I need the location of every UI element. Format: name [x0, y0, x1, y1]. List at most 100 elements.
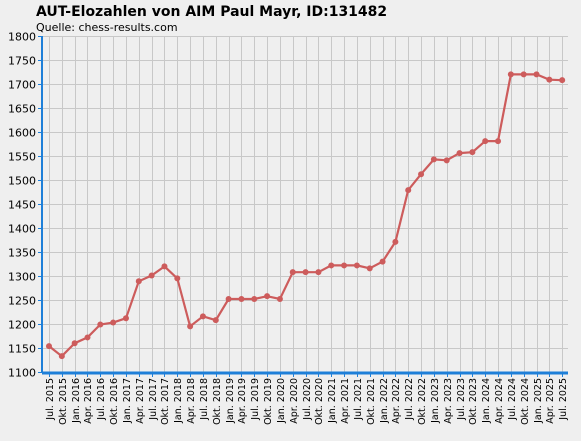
y-axis: 1100 1150 1200 1250 1300 1350 1400 1450 1500 1550… [8, 31, 43, 380]
data-point [392, 238, 399, 245]
data-point [58, 353, 65, 360]
data-point [546, 76, 553, 83]
data-point [135, 278, 142, 285]
x-tick-label: Okt. 2024 [520, 378, 531, 425]
x-tick-label: Okt. 2023 [468, 378, 479, 425]
x-tick-label: Jan. 2017 [122, 378, 133, 424]
data-point [276, 296, 283, 303]
x-tick-label: Jul. 2024 [507, 378, 518, 421]
data-point [148, 272, 155, 279]
data-point [302, 269, 309, 276]
data-point [495, 138, 502, 145]
data-point [110, 319, 117, 326]
data-point [212, 317, 219, 324]
x-tick-label: Jul. 2015 [45, 378, 56, 421]
data-point [418, 171, 425, 178]
y-tick-label: 1300 [8, 271, 36, 284]
elo-series [46, 71, 566, 360]
data-point [353, 262, 360, 269]
data-point [238, 296, 245, 303]
data-point [251, 296, 258, 303]
x-tick-label: Okt. 2018 [212, 378, 223, 425]
x-tick-label: Jan. 2021 [327, 378, 338, 424]
data-point [97, 321, 104, 328]
y-tick-label: 1700 [8, 79, 36, 92]
x-tick-label: Apr. 2020 [289, 378, 300, 424]
data-point [482, 138, 489, 145]
data-point [46, 343, 52, 350]
x-tick-label: Okt. 2022 [417, 378, 428, 425]
x-tick-label: Apr. 2017 [135, 378, 146, 424]
x-tick-label: Okt. 2016 [109, 378, 120, 425]
x-tick-label: Jan. 2023 [430, 378, 441, 424]
y-tick-label: 1750 [8, 55, 36, 68]
data-point [161, 263, 168, 270]
y-tick-label: 1350 [8, 247, 36, 260]
x-tick-label: Apr. 2025 [545, 378, 556, 424]
data-point [315, 269, 322, 276]
data-point [520, 71, 527, 78]
y-tick-label: 1400 [8, 223, 36, 236]
y-tick-label: 1100 [8, 367, 36, 380]
y-tick-label: 1150 [8, 343, 36, 356]
y-tick-label: 1800 [8, 31, 36, 44]
x-tick-label: Apr. 2018 [186, 378, 197, 424]
chart-title: AUT-Elozahlen von AIM Paul Mayr, ID:1314… [36, 4, 387, 20]
data-point [559, 77, 566, 84]
data-point [289, 269, 296, 276]
data-point [456, 150, 463, 157]
data-point [507, 71, 514, 78]
x-tick-label: Apr. 2016 [83, 378, 94, 424]
x-tick-label: Jul. 2019 [250, 378, 261, 421]
x-tick-label: Jan. 2025 [533, 378, 544, 424]
x-tick-label: Jan. 2024 [481, 378, 492, 424]
chart-subtitle: Quelle: chess-results.com [36, 21, 178, 34]
y-tick-label: 1650 [8, 103, 36, 116]
data-point [187, 323, 194, 330]
x-tick-label: Jan. 2020 [276, 378, 287, 424]
x-tick-label: Okt. 2017 [160, 378, 171, 425]
x-tick-label: Jul. 2021 [353, 378, 364, 421]
x-tick-label: Jul. 2023 [456, 378, 467, 421]
data-point [405, 187, 412, 194]
x-tick-label: Okt. 2015 [58, 378, 69, 425]
x-axis: Jul. 2015 Okt. 2015 Jan. 2016 Apr. 2016 Jul.… [42, 371, 569, 425]
data-point [264, 293, 271, 300]
x-tick-label: Jul. 2018 [199, 378, 210, 421]
data-point [84, 334, 91, 341]
data-point [328, 262, 335, 269]
x-tick-label: Apr. 2023 [443, 378, 454, 424]
data-point [366, 265, 373, 272]
y-tick-label: 1450 [8, 199, 36, 212]
data-point [122, 315, 129, 322]
x-tick-label: Jul. 2025 [558, 378, 569, 421]
x-tick-label: Jan. 2019 [225, 378, 236, 424]
y-tick-label: 1250 [8, 295, 36, 308]
data-point [443, 157, 450, 164]
y-tick-label: 1600 [8, 127, 36, 140]
y-tick-label: 1200 [8, 319, 36, 332]
x-tick-label: Jan. 2022 [379, 378, 390, 424]
data-point [225, 296, 232, 303]
y-tick-label: 1500 [8, 175, 36, 188]
x-tick-label: Jul. 2020 [302, 378, 313, 421]
x-tick-label: Jan. 2018 [173, 378, 184, 424]
data-point [71, 340, 78, 347]
data-point [430, 156, 437, 163]
x-tick-label: Jul. 2016 [96, 378, 107, 421]
x-tick-label: Apr. 2024 [494, 378, 505, 424]
x-tick-label: Jan. 2016 [71, 378, 82, 424]
data-point [199, 313, 206, 320]
data-point [469, 149, 476, 156]
gridlines [42, 36, 568, 373]
data-point [341, 262, 348, 269]
x-tick-label: Apr. 2022 [391, 378, 402, 424]
x-tick-label: Okt. 2021 [366, 378, 377, 425]
x-tick-label: Apr. 2021 [340, 378, 351, 424]
x-tick-label: Apr. 2019 [237, 378, 248, 424]
y-tick-label: 1550 [8, 151, 36, 164]
x-tick-label: Jul. 2017 [148, 378, 159, 421]
data-point [533, 71, 540, 78]
x-tick-label: Okt. 2019 [263, 378, 274, 425]
